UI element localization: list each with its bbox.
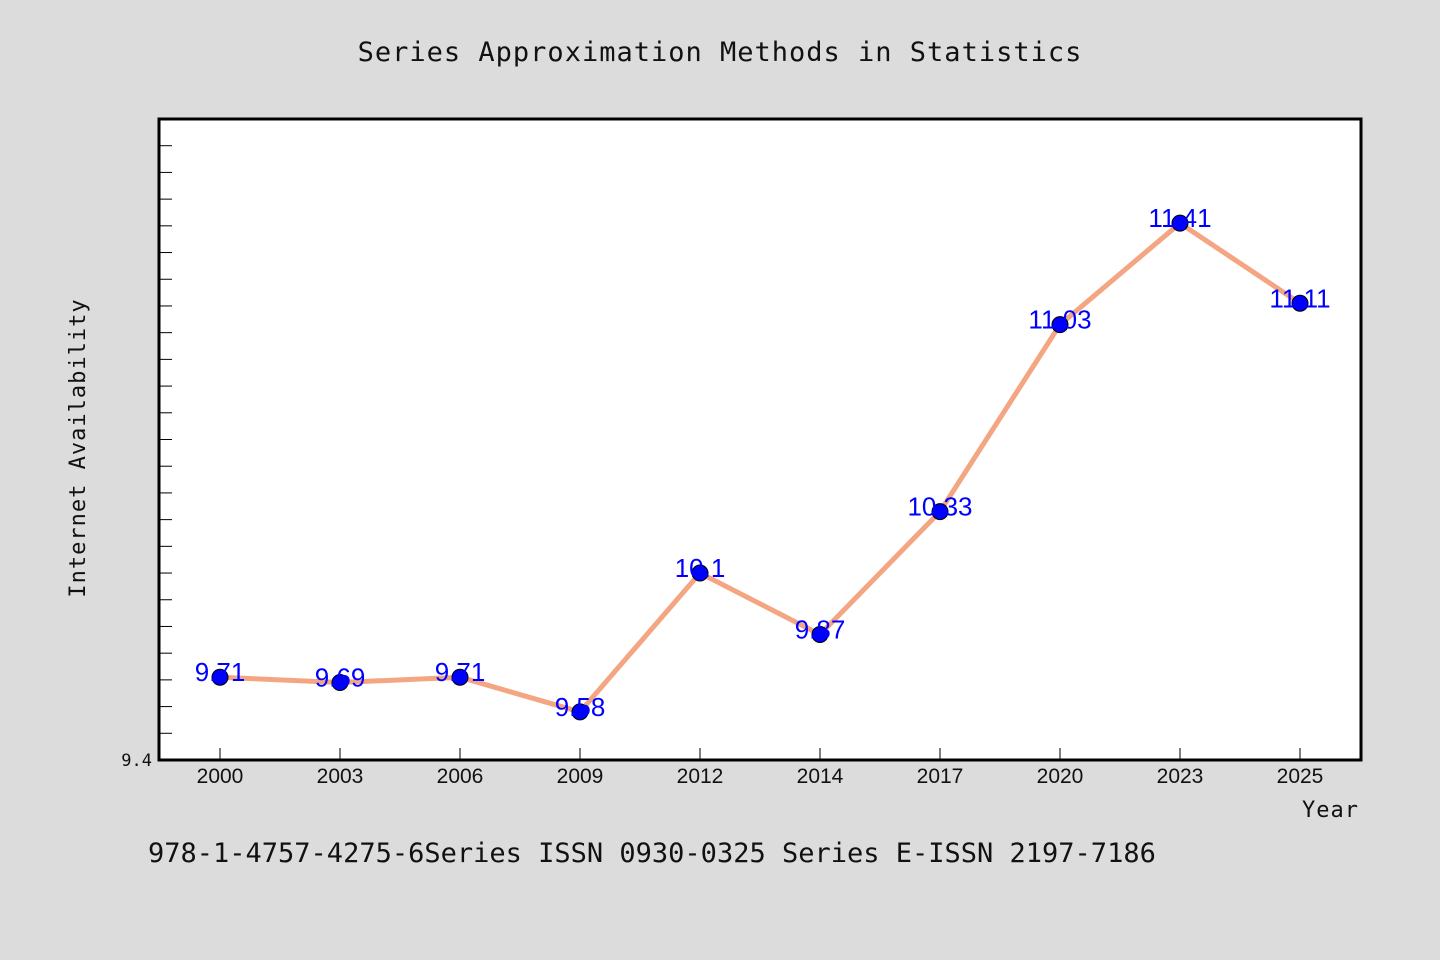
data-label: 11.03: [1028, 305, 1091, 335]
y-axis-label: Internet Availability: [66, 298, 91, 597]
data-point: [811, 625, 829, 643]
y-tick-label: 9.4: [121, 751, 152, 771]
data-point: [331, 674, 349, 692]
data-label: 9.69: [315, 663, 366, 693]
x-tick-label: 2014: [797, 765, 844, 788]
x-tick-label: 2025: [1277, 765, 1324, 788]
data-label: 9.87: [795, 614, 846, 644]
y-axis-ticks: 9.4: [121, 145, 172, 771]
x-tick-label: 2009: [557, 765, 604, 788]
data-label: 9.71: [435, 657, 486, 687]
data-point: [571, 703, 589, 721]
plot-area: [157, 117, 1363, 762]
data-label: 10.33: [907, 492, 972, 522]
x-tick-label: 2003: [317, 765, 364, 788]
data-point: [931, 503, 949, 521]
chart-title: Series Approximation Methods in Statisti…: [358, 37, 1083, 68]
x-tick-label: 2000: [197, 765, 244, 788]
x-tick-label: 2020: [1037, 765, 1084, 788]
data-label: 11.41: [1148, 203, 1211, 233]
data-label: 11.11: [1269, 283, 1330, 313]
x-axis-ticks: 2000 2003 2006 2009 2012 2014 2017 2020 2023 2025: [197, 748, 1324, 788]
series-layer: [211, 214, 1309, 721]
data-point: [451, 668, 469, 686]
x-tick-label: 2006: [437, 765, 484, 788]
data-label-layer: 9.71 9.69 9.71 9.58 10.1 9.87 10.33 11.03 11.41 1…: [195, 203, 1331, 722]
footer-text: 978-1-4757-4275-6Series ISSN 0930-0325 S…: [148, 838, 1156, 869]
data-point: [1171, 214, 1189, 232]
data-label: 10.1: [675, 553, 726, 583]
x-tick-label: 2023: [1157, 765, 1204, 788]
x-tick-label: 2017: [917, 765, 964, 788]
data-label: 9.58: [555, 692, 606, 722]
x-tick-label: 2012: [677, 765, 724, 788]
data-point: [1051, 316, 1069, 334]
data-point: [691, 564, 709, 582]
series-line: [217, 220, 1303, 715]
data-point: [211, 668, 229, 686]
x-axis-label: Year: [1302, 798, 1359, 823]
data-label: 9.71: [195, 657, 246, 687]
data-point: [1291, 294, 1309, 312]
